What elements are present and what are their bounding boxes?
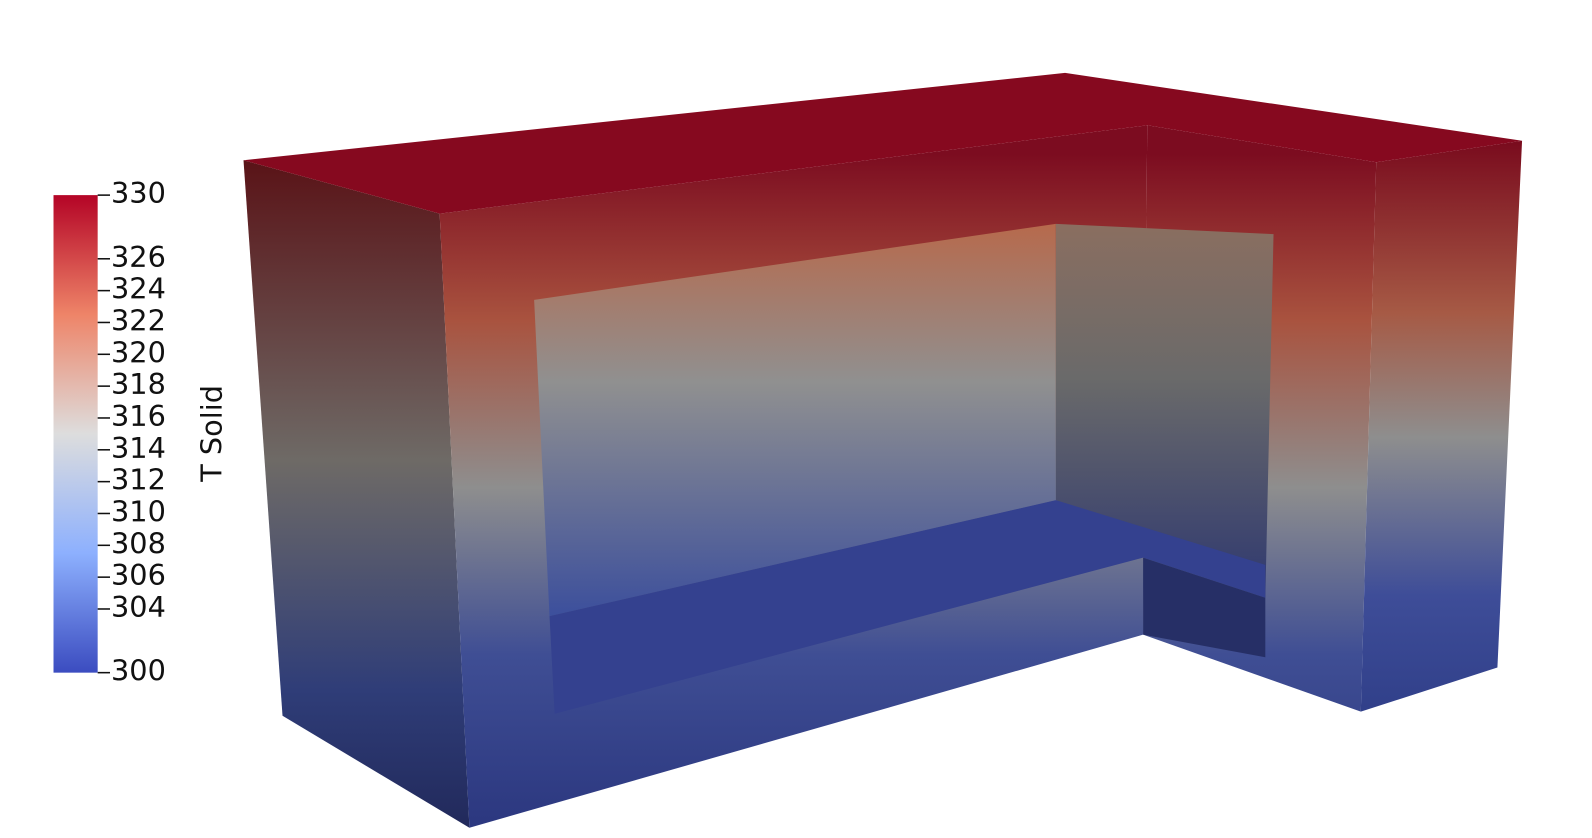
floor xyxy=(549,500,1266,714)
color-legend: T Solid 30030430630831031231431631832032… xyxy=(53,176,229,688)
tick-label: 316 xyxy=(111,399,166,433)
left-face xyxy=(243,160,470,828)
top-face xyxy=(243,72,1523,214)
tick-label: 304 xyxy=(111,590,166,624)
tick-label: 306 xyxy=(111,558,166,592)
tick-label: 308 xyxy=(111,526,166,560)
tick-label: 324 xyxy=(111,272,166,306)
tick-label: 330 xyxy=(111,176,166,210)
tick-label: 318 xyxy=(111,367,166,401)
tick-label: 312 xyxy=(111,463,166,497)
back-wall xyxy=(534,223,1056,617)
tick-label: 322 xyxy=(111,303,166,337)
tick-label: 300 xyxy=(111,654,166,688)
tick-label: 326 xyxy=(111,240,166,274)
color-bar xyxy=(53,195,98,673)
color-bar-title: T Solid xyxy=(195,385,229,483)
tick-label: 314 xyxy=(111,431,166,465)
tick-label: 320 xyxy=(111,335,166,369)
tick-label: 310 xyxy=(111,494,166,528)
side-wall xyxy=(1055,223,1274,598)
end-face xyxy=(1360,140,1523,712)
geometry xyxy=(243,72,1523,828)
floor-step xyxy=(1143,557,1266,658)
